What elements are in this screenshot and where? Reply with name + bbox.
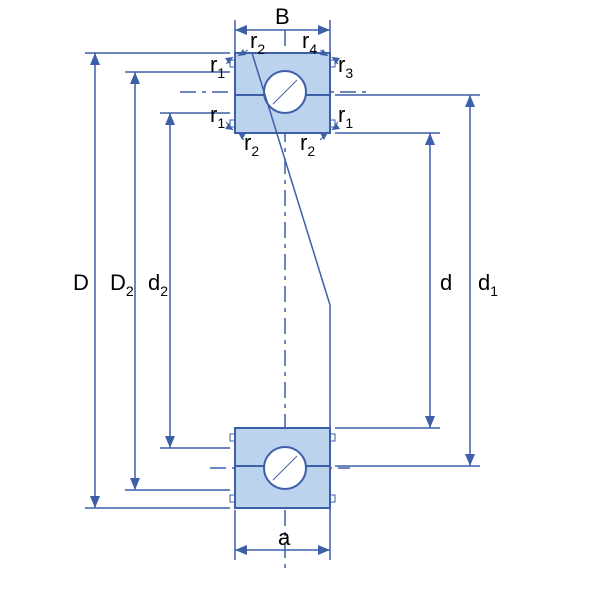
- label-r3: r: [338, 52, 345, 77]
- label-d2-sub: 2: [160, 283, 168, 299]
- label-d: d: [440, 270, 452, 295]
- label-r2c: r: [300, 130, 307, 155]
- label-D2: D: [110, 270, 126, 295]
- label-d1-sub: 1: [490, 283, 498, 299]
- label-r1a: r: [210, 52, 217, 77]
- svg-text:d2: d2: [148, 270, 168, 299]
- label-r3-sub: 3: [345, 65, 353, 81]
- label-r2b-sub: 2: [251, 143, 259, 159]
- label-r1a-sub: 1: [217, 65, 225, 81]
- svg-text:r1: r1: [210, 52, 225, 81]
- label-r4: r: [302, 28, 309, 53]
- svg-text:r2: r2: [250, 28, 265, 57]
- svg-text:D2: D2: [110, 270, 134, 299]
- label-a: a: [278, 525, 291, 550]
- label-r1b: r: [210, 102, 217, 127]
- svg-text:r3: r3: [338, 52, 353, 81]
- label-r1b-sub: 1: [217, 115, 225, 131]
- label-d2: d: [148, 270, 160, 295]
- label-B: B: [275, 4, 290, 29]
- label-r2c-sub: 2: [307, 143, 315, 159]
- bearing-diagram: B a D D2 d2 d d1 r2 r4 r1: [0, 0, 600, 600]
- svg-text:r2: r2: [244, 130, 259, 159]
- svg-text:r4: r4: [302, 28, 317, 57]
- svg-text:d1: d1: [478, 270, 498, 299]
- label-r4-sub: 4: [309, 41, 317, 57]
- label-D: D: [73, 270, 89, 295]
- label-r2a: r: [250, 28, 257, 53]
- label-r1c: r: [338, 102, 345, 127]
- svg-text:r1: r1: [210, 102, 225, 131]
- svg-text:r1: r1: [338, 102, 353, 131]
- label-r1c-sub: 1: [345, 115, 353, 131]
- svg-text:r2: r2: [300, 130, 315, 159]
- label-D2-sub: 2: [126, 283, 134, 299]
- label-d1: d: [478, 270, 490, 295]
- label-r2a-sub: 2: [257, 41, 265, 57]
